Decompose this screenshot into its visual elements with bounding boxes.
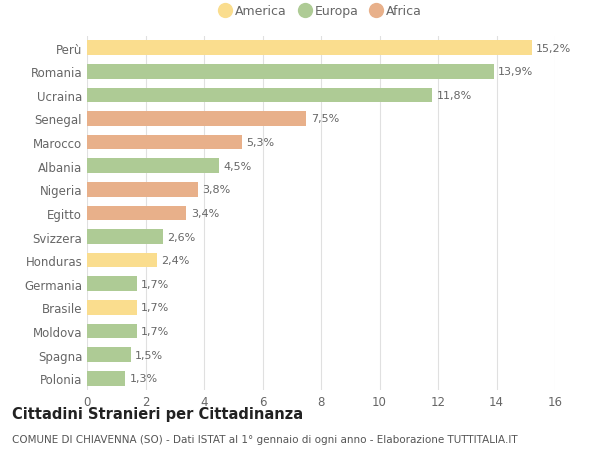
Text: 1,7%: 1,7% — [141, 302, 169, 313]
Bar — [87, 88, 432, 103]
Text: 4,5%: 4,5% — [223, 161, 251, 171]
Text: 13,9%: 13,9% — [498, 67, 533, 77]
Bar — [87, 41, 532, 56]
Bar — [87, 277, 137, 291]
Bar — [87, 300, 137, 315]
Text: 1,5%: 1,5% — [135, 350, 163, 360]
Text: 1,3%: 1,3% — [130, 373, 158, 383]
Bar — [87, 183, 198, 197]
Bar — [87, 135, 242, 150]
Bar — [87, 65, 494, 79]
Text: 1,7%: 1,7% — [141, 279, 169, 289]
Legend: America, Europa, Africa: America, Europa, Africa — [215, 0, 427, 23]
Text: 3,4%: 3,4% — [191, 208, 219, 218]
Bar — [87, 347, 131, 362]
Text: Cittadini Stranieri per Cittadinanza: Cittadini Stranieri per Cittadinanza — [12, 406, 303, 421]
Bar — [87, 112, 307, 127]
Text: 11,8%: 11,8% — [437, 90, 472, 101]
Bar — [87, 253, 157, 268]
Bar — [87, 206, 187, 221]
Text: 3,8%: 3,8% — [203, 185, 231, 195]
Text: COMUNE DI CHIAVENNA (SO) - Dati ISTAT al 1° gennaio di ogni anno - Elaborazione : COMUNE DI CHIAVENNA (SO) - Dati ISTAT al… — [12, 434, 518, 444]
Bar — [87, 371, 125, 386]
Text: 1,7%: 1,7% — [141, 326, 169, 336]
Text: 7,5%: 7,5% — [311, 114, 339, 124]
Bar — [87, 159, 218, 174]
Text: 5,3%: 5,3% — [247, 138, 275, 148]
Text: 2,4%: 2,4% — [161, 256, 190, 266]
Bar — [87, 230, 163, 244]
Text: 2,6%: 2,6% — [167, 232, 196, 242]
Text: 15,2%: 15,2% — [536, 44, 571, 54]
Bar — [87, 324, 137, 339]
